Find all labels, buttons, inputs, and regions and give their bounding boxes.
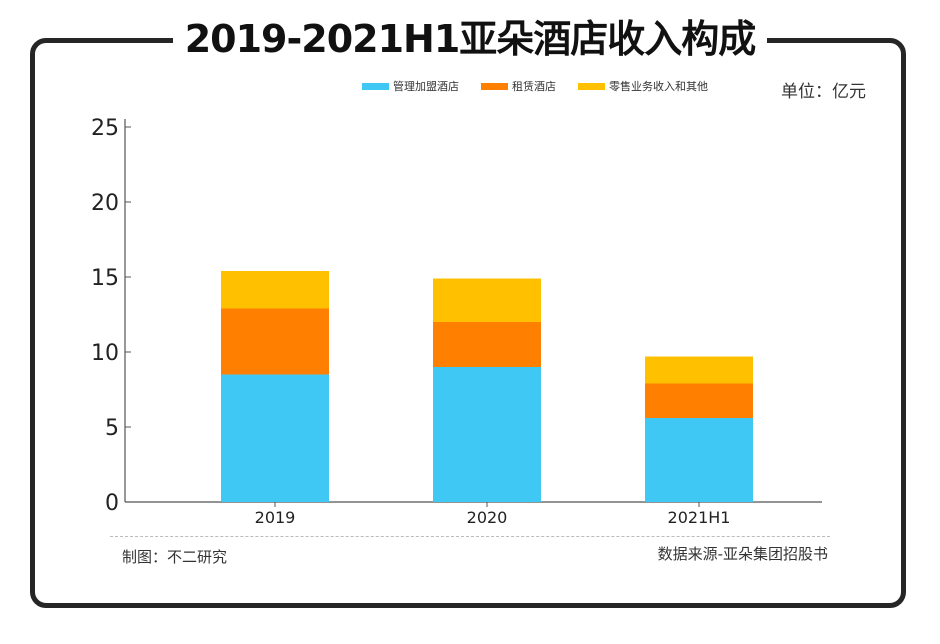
x-tick-label: 2021H1 bbox=[668, 508, 731, 527]
chart-maker: 制图：不二研究 bbox=[122, 548, 228, 566]
bar-segment bbox=[645, 418, 753, 502]
legend: 管理加盟酒店 租赁酒店 零售业务收入和其他 bbox=[362, 78, 708, 94]
y-tick-label: 0 bbox=[105, 491, 119, 516]
legend-item-retail: 零售业务收入和其他 bbox=[578, 78, 708, 94]
legend-swatch-retail bbox=[578, 82, 605, 90]
x-tick-label: 2019 bbox=[255, 508, 296, 527]
y-tick-label: 20 bbox=[91, 191, 119, 216]
y-tick-label: 25 bbox=[91, 116, 119, 141]
legend-item-managed: 管理加盟酒店 bbox=[362, 78, 459, 94]
chart-title: 2019-2021H1亚朵酒店收入构成 bbox=[172, 14, 768, 64]
bar-segment bbox=[645, 356, 753, 384]
legend-item-leased: 租赁酒店 bbox=[481, 78, 556, 94]
legend-label-leased: 租赁酒店 bbox=[512, 80, 556, 93]
bar-segment bbox=[221, 374, 329, 502]
bar-segment bbox=[221, 271, 329, 309]
legend-label-managed: 管理加盟酒店 bbox=[393, 80, 459, 93]
bar-segment bbox=[433, 322, 541, 367]
x-tick-label: 2020 bbox=[467, 508, 508, 527]
y-tick-label: 5 bbox=[105, 416, 119, 441]
bar-segment bbox=[433, 367, 541, 502]
bar-segment bbox=[645, 383, 753, 418]
bar-segment bbox=[433, 278, 541, 322]
unit-label: 单位：亿元 bbox=[781, 82, 866, 102]
y-tick-label: 10 bbox=[91, 341, 119, 366]
chart-title-wrap: 2019-2021H1亚朵酒店收入构成 bbox=[0, 14, 940, 64]
footer-divider bbox=[110, 536, 830, 537]
legend-swatch-managed bbox=[362, 82, 389, 90]
data-source: 数据来源-亚朵集团招股书 bbox=[657, 545, 828, 563]
legend-swatch-leased bbox=[481, 82, 508, 90]
legend-label-retail: 零售业务收入和其他 bbox=[609, 80, 708, 93]
bar-segment bbox=[221, 308, 329, 375]
y-tick-label: 15 bbox=[91, 266, 119, 291]
